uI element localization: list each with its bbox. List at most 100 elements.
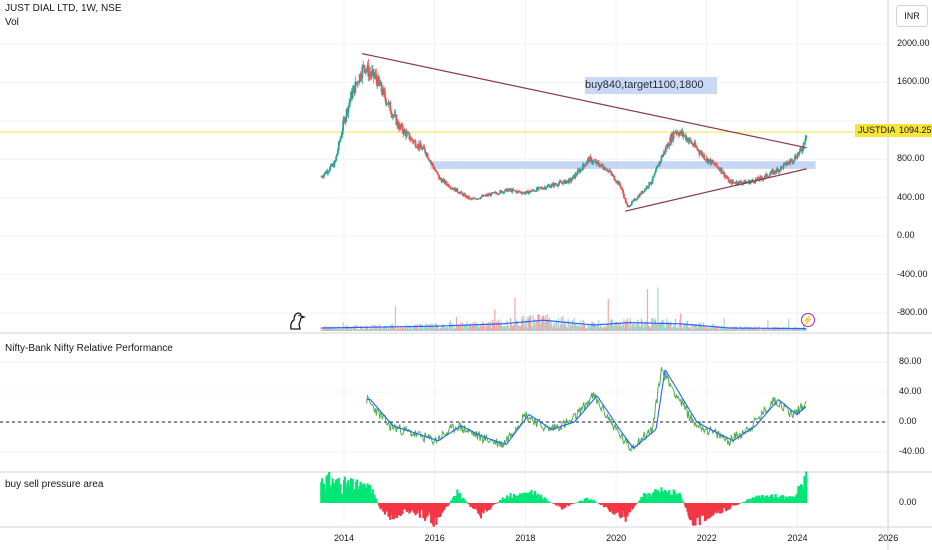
volume-bar <box>367 329 370 331</box>
volume-bar <box>366 325 369 331</box>
volume-bar <box>593 322 595 331</box>
volume-bar <box>617 326 619 331</box>
candle-body <box>703 154 706 160</box>
volume-bar <box>443 325 445 331</box>
lightning-icon[interactable]: ⚡ <box>801 313 815 327</box>
candle-body <box>796 153 799 159</box>
volume-bar <box>512 325 514 331</box>
volume-bar <box>501 325 503 331</box>
volume-bar <box>717 325 719 331</box>
candle-body <box>768 174 771 177</box>
volume-bar <box>622 324 624 331</box>
candle-body <box>663 151 665 154</box>
volume-bar <box>502 327 505 331</box>
candle-body <box>654 171 657 174</box>
volume-bar <box>544 316 547 331</box>
candle-body <box>347 106 350 114</box>
candle-body <box>387 102 390 105</box>
volume-bar <box>632 321 635 331</box>
candle-body <box>586 160 589 164</box>
candle-body <box>571 176 574 180</box>
volume-bar <box>727 328 729 331</box>
volume-bar <box>795 327 797 331</box>
volume-bar <box>482 321 484 331</box>
candle-body <box>793 155 796 161</box>
volume-bar <box>434 329 436 331</box>
volume-bar <box>531 327 533 331</box>
candle-body <box>574 174 577 179</box>
pressure-bar <box>501 497 504 503</box>
volume-bar <box>682 326 684 331</box>
volume-bar <box>594 325 596 331</box>
volume-bar <box>788 319 790 331</box>
volume-bar <box>732 327 734 331</box>
volume-bar <box>666 318 668 331</box>
candle-body <box>691 143 694 146</box>
volume-bar <box>702 322 704 331</box>
volume-bar <box>801 330 803 331</box>
candle-body <box>384 91 386 99</box>
volume-bar <box>618 325 621 331</box>
volume-bar <box>626 318 629 331</box>
currency-button[interactable]: INR <box>896 5 928 27</box>
volume-bar <box>766 329 768 331</box>
volume-bar <box>680 313 682 331</box>
tradingview-logo-icon <box>290 312 306 330</box>
candle-body <box>775 168 778 173</box>
volume-bar <box>741 327 743 331</box>
candle-body <box>467 196 470 199</box>
volume-bar <box>781 329 783 331</box>
candle-body <box>411 138 413 141</box>
candle-body <box>369 73 372 75</box>
volume-bar <box>614 321 616 331</box>
candle-body <box>459 192 461 194</box>
volume-bar <box>352 329 354 331</box>
volume-bar <box>407 329 410 331</box>
volume-bar <box>513 325 515 331</box>
volume-bar <box>462 328 465 331</box>
volume-bar <box>707 326 710 331</box>
volume-bar <box>728 326 731 331</box>
volume-bar <box>753 327 755 331</box>
volume-bar <box>600 327 602 331</box>
candle-body <box>336 153 338 157</box>
pressure-bar <box>706 503 709 519</box>
volume-bar <box>550 324 552 331</box>
volume-bar <box>558 327 561 331</box>
pressure-bar <box>533 491 537 503</box>
candle-body <box>328 170 331 172</box>
volume-bar <box>673 326 676 331</box>
volume-bar <box>736 328 738 331</box>
volume-bar <box>496 327 499 331</box>
volume-bar <box>536 320 538 331</box>
volume-bar <box>613 325 615 331</box>
volume-bar <box>457 324 459 331</box>
candle-body <box>365 69 368 71</box>
candle-body <box>643 191 645 193</box>
candle-body <box>614 180 617 182</box>
rel-axis-tick: 0.00 <box>899 416 917 426</box>
candle-body <box>409 139 412 141</box>
volume-bar <box>498 323 500 331</box>
volume-bar <box>461 327 463 331</box>
volume-bar <box>410 327 412 331</box>
volume-bar <box>721 326 724 331</box>
volume-bar <box>721 325 723 331</box>
volume-bar <box>431 324 433 331</box>
volume-bar <box>670 321 672 331</box>
volume-bar <box>552 325 554 331</box>
volume-bar <box>610 319 612 331</box>
volume-bar <box>475 322 478 331</box>
candle-body <box>637 196 639 199</box>
volume-bar <box>376 329 378 331</box>
candle-body <box>773 170 775 175</box>
volume-bar <box>525 318 527 331</box>
candle-body <box>363 64 365 68</box>
candle-body <box>383 88 386 92</box>
candle-body <box>514 190 516 191</box>
annotation-note[interactable]: buy840,target1100,1800 <box>585 77 717 94</box>
volume-bar <box>406 328 408 331</box>
candle-body <box>512 189 515 191</box>
volume-bar <box>388 329 390 331</box>
